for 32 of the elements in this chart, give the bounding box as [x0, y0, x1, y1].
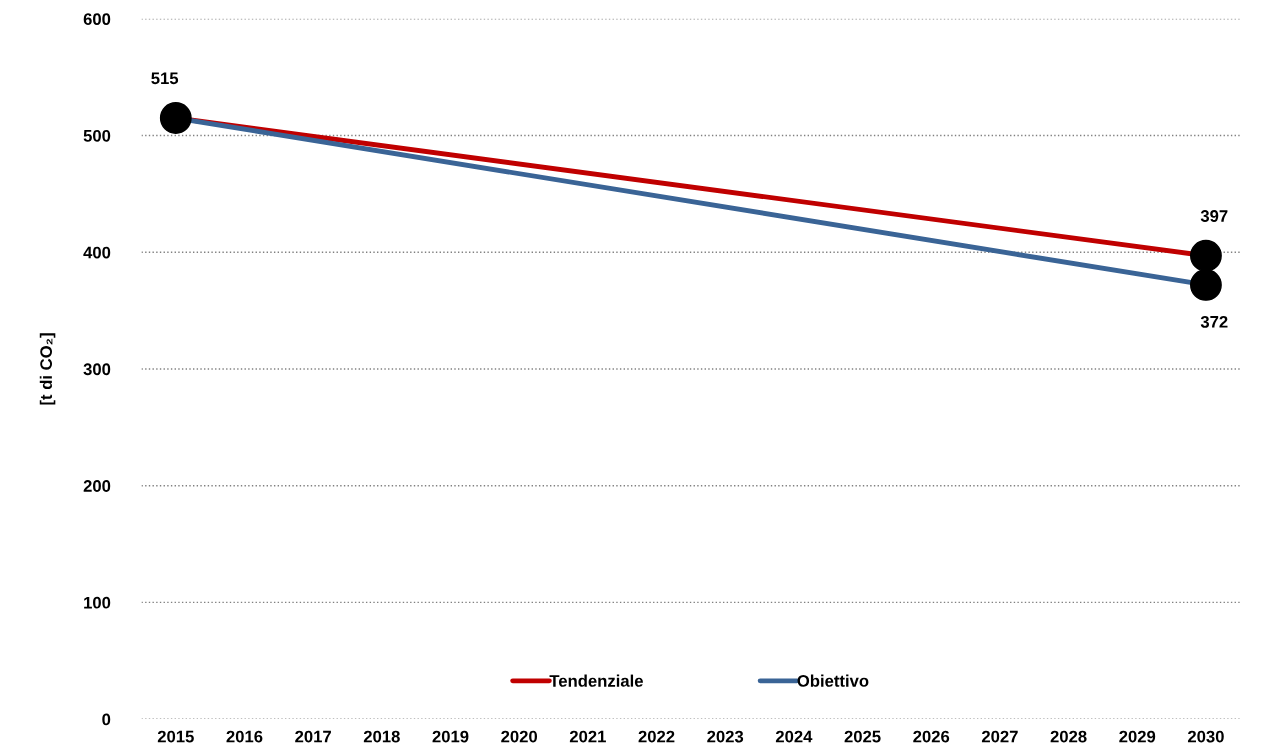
x-tick-label: 2016 [226, 730, 263, 743]
data-label: 372 [1200, 315, 1228, 328]
y-tick-label: 300 [83, 363, 111, 376]
x-tick-label: 2029 [1119, 730, 1156, 743]
y-tick-label: 600 [83, 13, 111, 26]
x-tick-label: 2030 [1187, 730, 1224, 743]
x-tick-label: 2022 [638, 730, 675, 743]
y-tick-label: 400 [83, 246, 111, 259]
y-axis-title: [t di CO₂] [39, 333, 56, 405]
point [1190, 239, 1222, 272]
y-tick-label: 0 [102, 713, 111, 726]
x-tick-label: 2028 [1050, 730, 1087, 743]
legend-label: Tendenziale [549, 674, 643, 687]
legend-label: Obiettivo [797, 674, 869, 687]
y-tick-label: 200 [83, 480, 111, 492]
x-tick-label: 2015 [157, 730, 194, 743]
x-tick-label: 2020 [501, 730, 538, 743]
point [159, 102, 192, 134]
x-tick-label: 2018 [363, 730, 400, 743]
x-tick-label: 2019 [432, 730, 469, 743]
x-tick-label: 2027 [981, 730, 1018, 743]
y-tick-label: 100 [84, 596, 111, 609]
x-tick-label: 2021 [569, 730, 606, 743]
x-tick-label: 2023 [707, 730, 744, 743]
y-tick-label: 500 [83, 129, 111, 142]
x-tick-label: 2026 [913, 730, 950, 743]
x-tick-label: 2025 [844, 730, 881, 743]
data-label: 397 [1200, 210, 1228, 222]
x-tick-label: 2017 [295, 730, 331, 743]
x-tick-label: 2024 [775, 730, 813, 743]
point [1190, 269, 1222, 301]
data-label: 515 [151, 72, 179, 85]
